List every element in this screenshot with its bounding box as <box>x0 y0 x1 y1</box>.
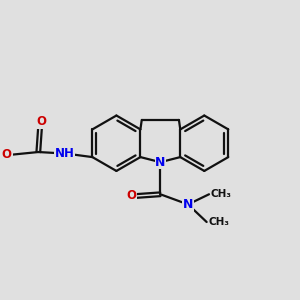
Text: N: N <box>183 198 193 211</box>
Text: O: O <box>2 148 12 161</box>
Text: CH₃: CH₃ <box>208 217 229 227</box>
Text: O: O <box>37 115 47 128</box>
Text: CH₃: CH₃ <box>211 189 232 199</box>
Text: O: O <box>127 190 136 202</box>
Text: NH: NH <box>54 147 74 160</box>
Text: N: N <box>155 156 166 169</box>
